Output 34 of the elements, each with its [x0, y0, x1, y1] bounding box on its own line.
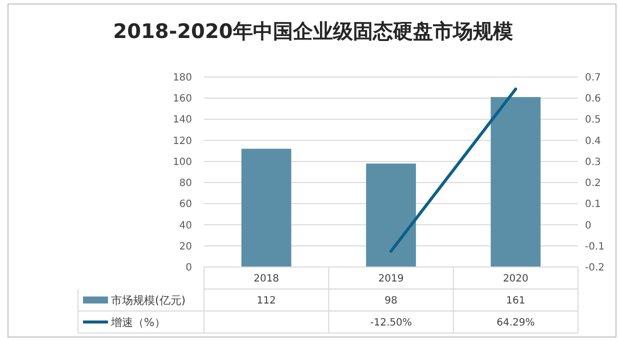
- y-tick-label: 180: [172, 72, 192, 84]
- y2-tick-label: 0.1: [585, 199, 601, 210]
- bar: [366, 164, 416, 267]
- y-tick-label: 60: [179, 199, 192, 210]
- y-tick-label: 20: [179, 241, 192, 252]
- chart-title: 2018-2020年中国企业级固态硬盘市场规模: [113, 19, 513, 43]
- x-tick-label: 2020: [502, 274, 528, 284]
- data-label: 64.29%: [496, 318, 535, 328]
- y2-tick-label: 0.5: [585, 114, 601, 126]
- y2-tick-label: 0.7: [585, 72, 601, 84]
- y2-tick-label: 0.2: [585, 178, 601, 190]
- y2-tick-label: 0: [585, 220, 592, 232]
- y-tick-label: 100: [172, 156, 192, 168]
- bar: [241, 148, 292, 267]
- data-label: 112: [256, 296, 276, 306]
- y2-tick-label: 0.3: [585, 156, 601, 168]
- y-tick-label: 0: [186, 262, 192, 274]
- x-tick-label: 2019: [378, 274, 404, 284]
- bar: [490, 97, 541, 267]
- y2-tick-label: 0.6: [585, 94, 601, 105]
- legend-label: 市场规模(亿元): [111, 294, 186, 307]
- legend-label: 增速（%）: [110, 316, 166, 329]
- y-tick-label: 40: [179, 220, 192, 232]
- y-tick-label: 160: [172, 94, 192, 105]
- data-label: 98: [384, 296, 398, 306]
- y-tick-label: 80: [179, 178, 192, 190]
- y-tick-label: 120: [172, 136, 192, 147]
- y-tick-label: 140: [172, 114, 192, 126]
- data-label: 161: [506, 296, 526, 306]
- y2-tick-label: -0.1: [585, 241, 605, 252]
- data-label: -12.50%: [370, 318, 412, 328]
- y2-tick-label: 0.4: [585, 136, 601, 147]
- x-tick-label: 2018: [254, 274, 280, 284]
- y2-tick-label: -0.2: [585, 262, 605, 274]
